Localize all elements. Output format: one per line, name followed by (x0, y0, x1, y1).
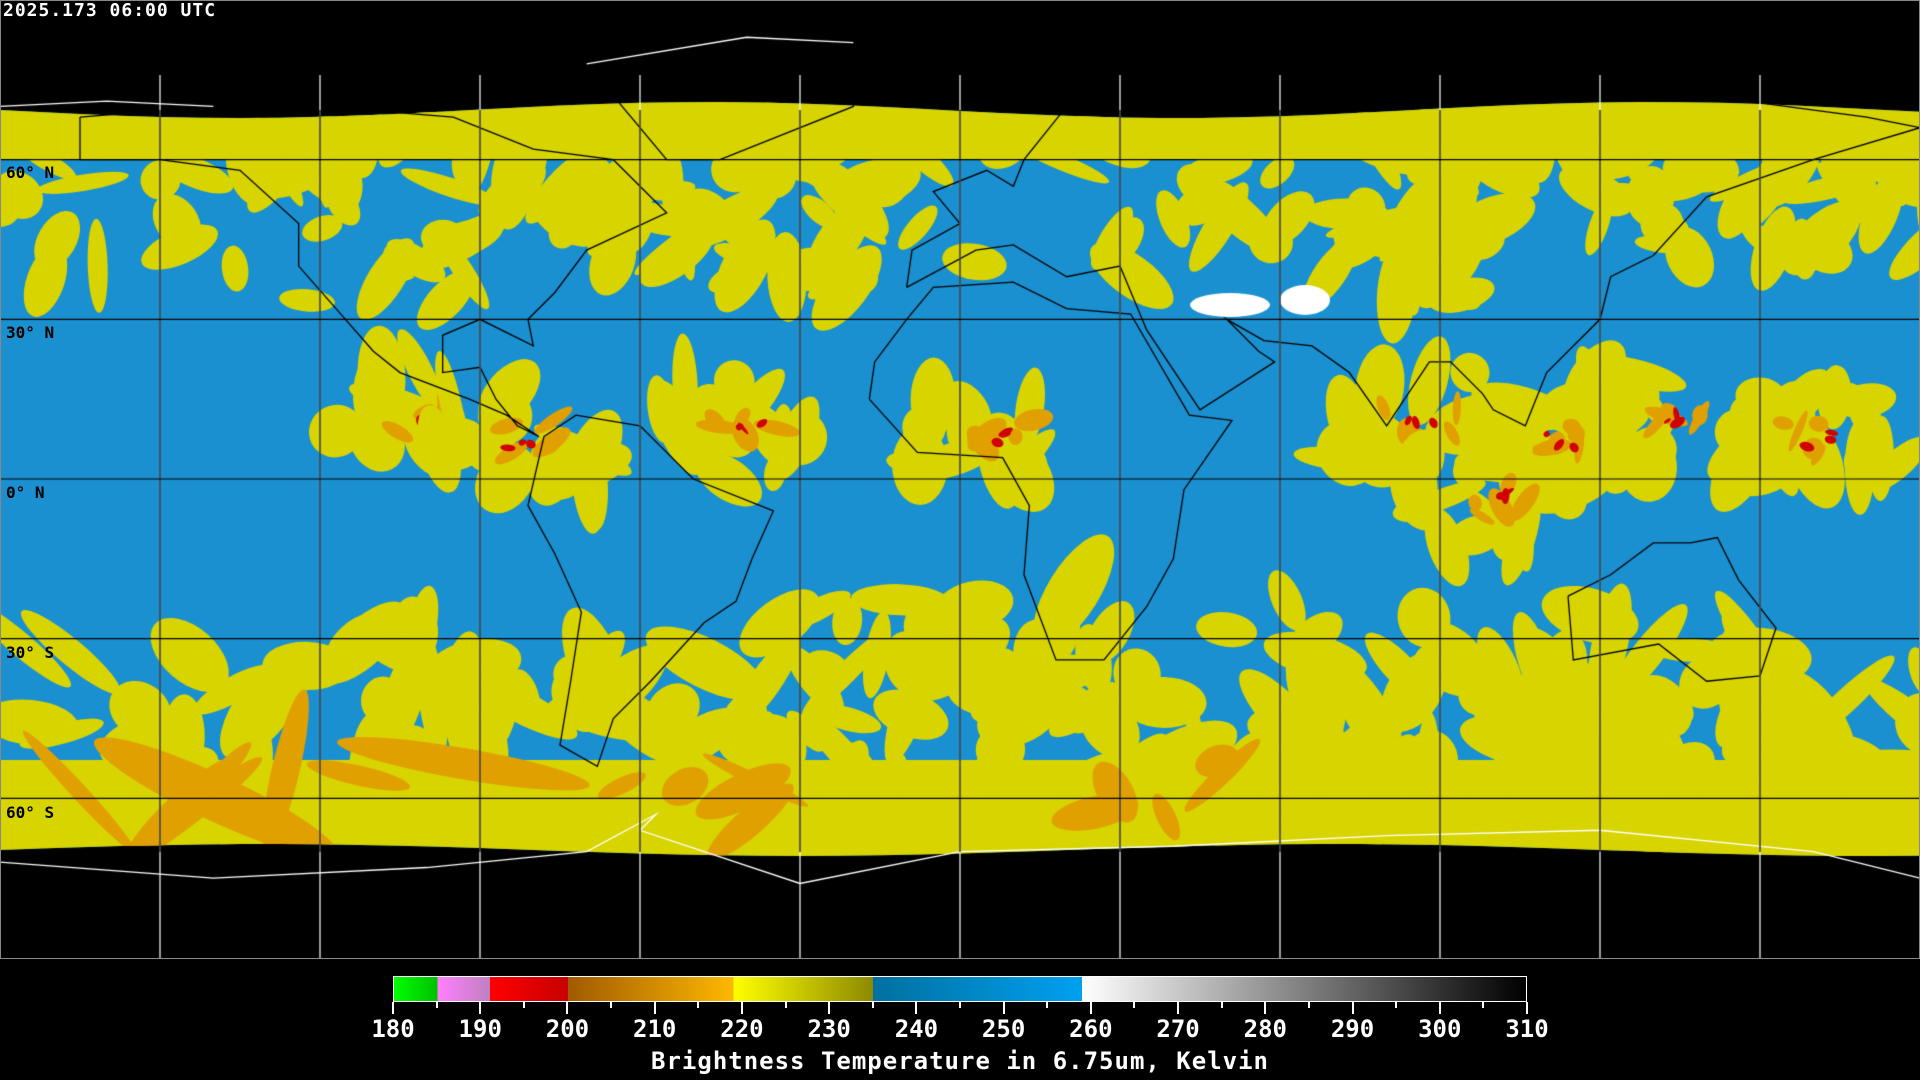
colorbar-tick (392, 1002, 394, 1014)
colorbar-tick (697, 1002, 700, 1008)
colorbar-tick (479, 1002, 482, 1014)
colorbar-tick (959, 1002, 961, 1008)
colorbar-tick-label: 270 (1156, 1015, 1200, 1043)
colorbar-tick (1046, 1002, 1049, 1008)
colorbar-tick (435, 1002, 438, 1008)
colorbar-tick-label: 200 (545, 1015, 590, 1043)
colorbar-tick (1351, 1002, 1354, 1014)
colorbar-tick (915, 1002, 918, 1014)
colorbar-tick (522, 1002, 525, 1008)
colorbar-tick-label: 230 (807, 1015, 851, 1043)
colorbar-tick-label: 220 (720, 1015, 764, 1043)
colorbar (393, 976, 1527, 1002)
colorbar-tick (610, 1002, 613, 1008)
colorbar-tick (1438, 1002, 1441, 1014)
lat-label-30s: 30° S (6, 643, 55, 662)
colorbar-tick-label: 290 (1330, 1015, 1375, 1043)
colorbar-tick (1089, 1002, 1092, 1014)
colorbar-tick (1482, 1002, 1485, 1008)
water-vapor-map (0, 0, 1920, 958)
colorbar-title: Brightness Temperature in 6.75um, Kelvin (651, 1047, 1269, 1075)
lat-label-60n: 60° N (6, 163, 55, 182)
colorbar-tick (1002, 1002, 1005, 1014)
colorbar-tick (828, 1002, 831, 1014)
colorbar-tick (1133, 1002, 1136, 1008)
colorbar-tick-label: 280 (1243, 1015, 1287, 1043)
colorbar-tick-label: 180 (371, 1015, 415, 1043)
colorbar-tick (1395, 1002, 1398, 1008)
colorbar-tick-label: 190 (458, 1015, 502, 1043)
colorbar-tick (1307, 1002, 1310, 1008)
colorbar-tick-label: 210 (633, 1015, 677, 1043)
colorbar-tick-label: 310 (1505, 1015, 1549, 1043)
colorbar-tick (1526, 1002, 1528, 1014)
colorbar-tick (566, 1002, 569, 1014)
colorbar-tick (1264, 1002, 1267, 1014)
timestamp: 2025.173 06:00 UTC (3, 0, 217, 21)
colorbar-tick (784, 1002, 787, 1008)
colorbar-tick-label: 240 (894, 1015, 939, 1043)
lat-label-30n: 30° N (6, 323, 55, 342)
colorbar-tick (1220, 1002, 1223, 1008)
lat-label-60s: 60° S (6, 803, 55, 822)
lat-label-0n: 0° N (6, 483, 45, 502)
colorbar-tick-label: 250 (981, 1015, 1026, 1043)
colorbar-tick-label: 300 (1418, 1015, 1462, 1043)
colorbar-tick (871, 1002, 874, 1008)
colorbar-tick (1177, 1002, 1180, 1014)
colorbar-tick (740, 1002, 743, 1014)
colorbar-tick-label: 260 (1069, 1015, 1113, 1043)
colorbar-tick (653, 1002, 656, 1014)
